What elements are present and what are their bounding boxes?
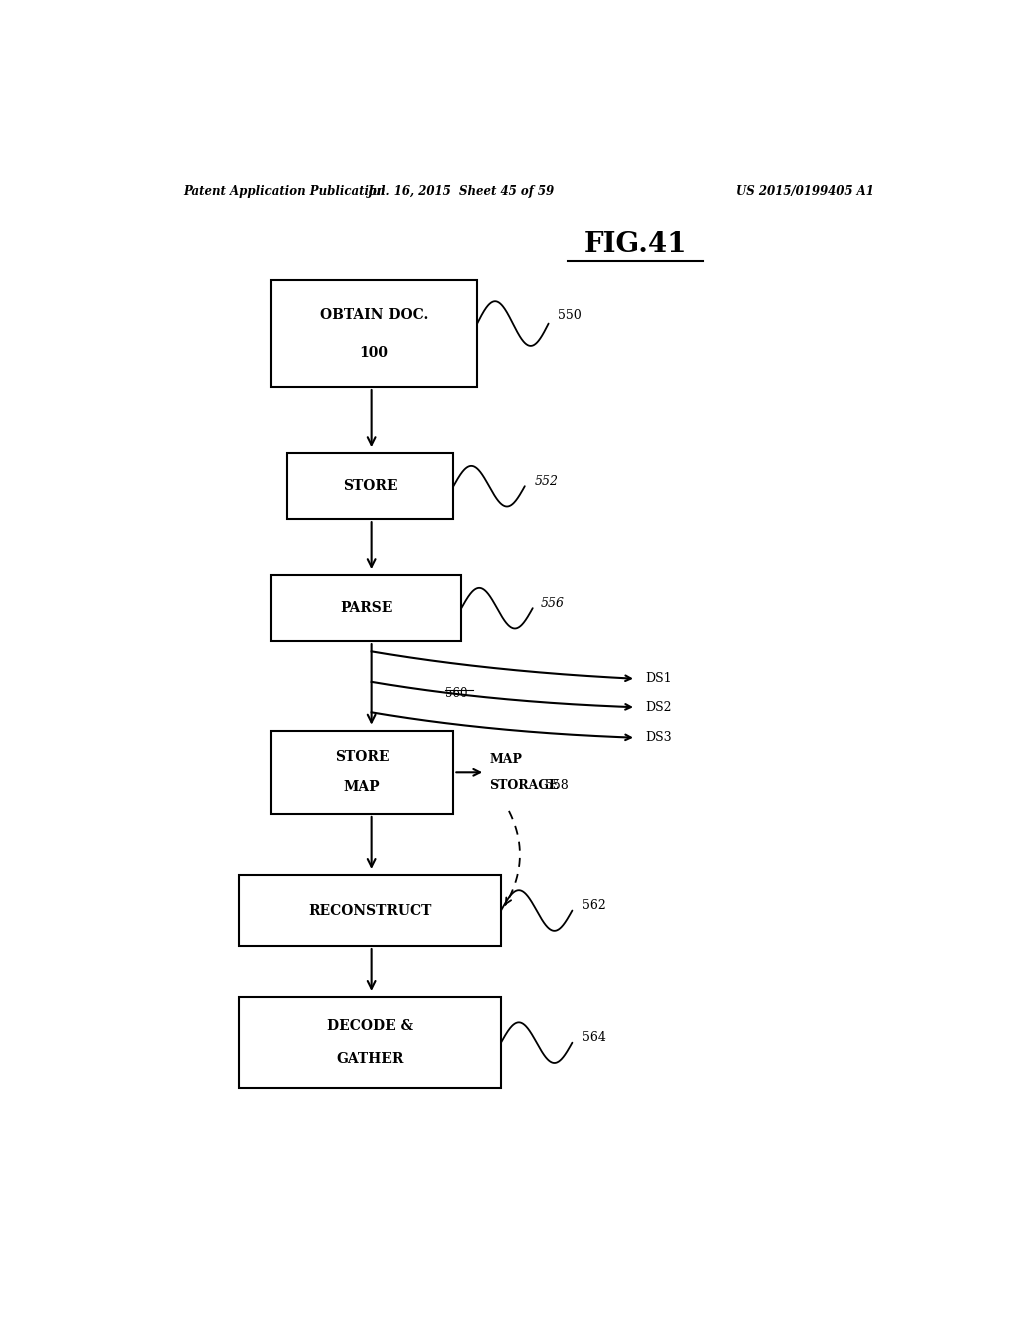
- Bar: [270, 280, 477, 387]
- Text: STORE: STORE: [343, 479, 397, 494]
- Bar: [240, 875, 501, 946]
- Bar: [287, 453, 454, 519]
- Bar: [240, 997, 501, 1089]
- Text: 562: 562: [582, 899, 605, 912]
- Text: 552: 552: [535, 475, 558, 487]
- Text: FIG.41: FIG.41: [584, 231, 688, 259]
- Text: 550: 550: [558, 309, 582, 322]
- Text: PARSE: PARSE: [340, 601, 392, 615]
- Text: MAP: MAP: [344, 780, 381, 795]
- Text: 100: 100: [359, 346, 388, 360]
- Text: DS3: DS3: [645, 731, 672, 744]
- Text: US 2015/0199405 A1: US 2015/0199405 A1: [736, 185, 873, 198]
- Text: DS1: DS1: [645, 672, 672, 685]
- Text: STORE: STORE: [335, 750, 389, 764]
- Bar: [270, 576, 461, 642]
- Text: DECODE &: DECODE &: [327, 1019, 413, 1034]
- Text: GATHER: GATHER: [336, 1052, 403, 1067]
- Text: 558: 558: [545, 779, 568, 792]
- Text: Jul. 16, 2015  Sheet 45 of 59: Jul. 16, 2015 Sheet 45 of 59: [368, 185, 555, 198]
- Text: 564: 564: [582, 1031, 606, 1044]
- Text: 556: 556: [541, 597, 564, 610]
- Text: DS2: DS2: [645, 701, 672, 714]
- Text: OBTAIN DOC.: OBTAIN DOC.: [319, 308, 428, 322]
- Text: Patent Application Publication: Patent Application Publication: [183, 185, 386, 198]
- Text: 560: 560: [445, 686, 468, 700]
- Text: RECONSTRUCT: RECONSTRUCT: [308, 903, 432, 917]
- Text: STORAGE: STORAGE: [489, 779, 558, 792]
- Bar: [270, 731, 454, 814]
- Text: MAP: MAP: [489, 752, 522, 766]
